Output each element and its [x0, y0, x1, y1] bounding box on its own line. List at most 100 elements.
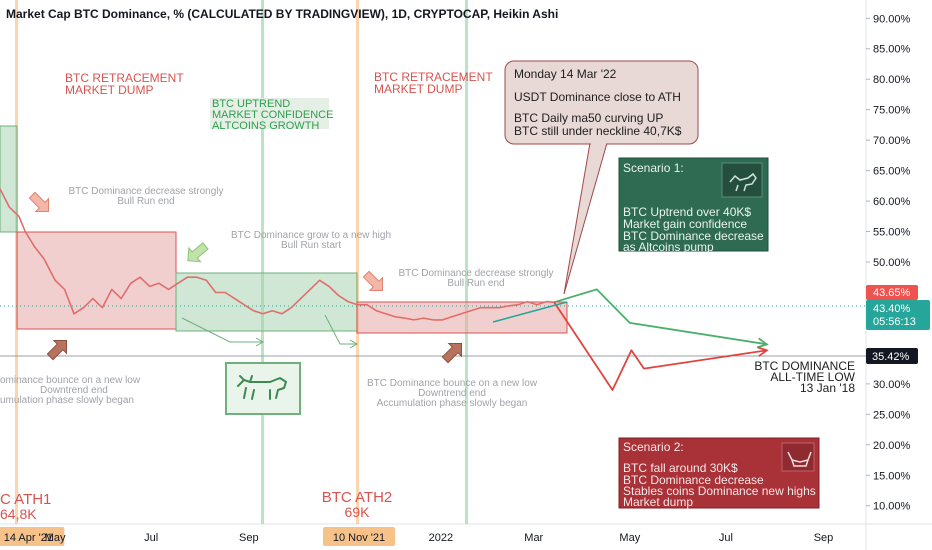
uptrend-line-1: BTC UPTREND [212, 98, 290, 110]
scenario-1-line-3: BTC Dominance decrease [623, 229, 764, 243]
scenario-2-line-4: Market dump [623, 495, 693, 509]
current-price-tag [866, 285, 918, 300]
scenario-2-path [553, 301, 767, 391]
scenario-2-path-arrowhead [757, 346, 769, 357]
chart-title: Market Cap BTC Dominance, % (CALCULATED … [6, 7, 558, 21]
x-tick-label: May [45, 532, 66, 544]
vline-bounce2 [465, 0, 468, 524]
current-price-tag-text: 43.65% [873, 287, 911, 299]
arrow-down-right-1 [28, 191, 49, 212]
note-bounce-2-line-3: Accumulation phase slowly began [377, 398, 528, 409]
x-tick-highlight [0, 527, 65, 546]
x-tick-label: 10 Nov '21 [333, 532, 385, 544]
y-tick-label: 90.00% [873, 13, 911, 25]
zone-red-1 [16, 231, 177, 330]
scenario-1-box: Scenario 1: BTC Uptrend over 40K$ Market… [618, 157, 769, 254]
y-tick-label: 20.00% [873, 440, 911, 452]
ath-1-line-1: C ATH1 [0, 491, 51, 508]
scenario-2-line-2: BTC Dominance decrease [623, 473, 764, 487]
scenario-1-path [553, 288, 767, 346]
uptrend-support-line [492, 301, 568, 323]
uptrend-line-3: ALTCOINS GROWTH [212, 120, 319, 132]
x-tick-label: Mar [524, 532, 543, 544]
arrow-up-right-bounce-2 [441, 343, 462, 364]
ath-2-line-2: 69K [345, 504, 371, 520]
y-tick-label: 55.00% [873, 227, 911, 239]
zone-green-left [0, 125, 18, 233]
retracement-1-line-1: BTC RETRACEMENT [65, 71, 184, 85]
price-axis[interactable]: 90.00% 85.00% 80.00% 75.00% 70.00% 65.00% 60.0… [866, 13, 911, 513]
y-tick-label: 65.00% [873, 166, 911, 178]
zone-red-2 [356, 301, 568, 334]
bull-icon [237, 375, 287, 400]
y-tick-label: 60.00% [873, 196, 911, 208]
retracement-2-line-1: BTC RETRACEMENT [374, 70, 493, 84]
note-grow-line-2: Bull Run start [281, 240, 341, 251]
y-tick-label: 25.00% [873, 409, 911, 421]
note-bounce-2-line-1: BTC Dominance bounce on a new low [367, 378, 538, 389]
scenario-2-heading: Scenario 2: [623, 440, 684, 454]
note-bounce-1-line-2: Downtrend end [40, 385, 108, 396]
scenario-1-path-arrowhead [757, 337, 769, 349]
callout-line-3: BTC Daily ma50 curving UP [514, 111, 663, 125]
scenario-2-line-3: Stables coins Dominance new highs [623, 484, 816, 498]
x-tick-label: 2022 [429, 532, 453, 544]
y-tick-label: 85.00% [873, 44, 911, 56]
current-value-tag-text: 43.40% [873, 303, 911, 315]
callout-line-1: Monday 14 Mar '22 [514, 67, 617, 81]
scenario-2-box: Scenario 2: BTC fall around 30K$ BTC Dom… [618, 437, 820, 509]
note-decrease-1-line-2: Bull Run end [117, 196, 174, 207]
x-tick-label: 14 Apr '21 [4, 532, 53, 544]
arrow-down-left-grow [187, 242, 209, 263]
bull-icon-box [225, 362, 301, 415]
note-bounce-1-line-3: umulation phase slowly began [0, 395, 134, 406]
all-time-low-line-2: ALL-TIME LOW [770, 370, 855, 384]
current-value-tag [866, 300, 930, 330]
ath-1-line-2: 64,8K [0, 506, 37, 522]
y-tick-label: 10.00% [873, 501, 911, 513]
guide-arrows [28, 191, 568, 364]
vline-ath2 [356, 0, 359, 524]
ath-2-line-1: BTC ATH2 [322, 489, 393, 506]
y-tick-label: 70.00% [873, 135, 911, 147]
x-tick-label: Sep [814, 532, 834, 544]
scenario-1-line-1: BTC Uptrend over 40K$ [623, 205, 751, 219]
rotation-arrow-2-head [349, 339, 359, 349]
note-bounce-2-line-2: Downtrend end [418, 388, 486, 399]
retracement-2-line-2: MARKET DUMP [374, 82, 462, 96]
x-tick-label: May [619, 532, 640, 544]
annotation-texts: BTC RETRACEMENT MARKET DUMP BTC UPTREND … [0, 70, 856, 522]
bull-icon-small-glyph [729, 172, 757, 192]
y-tick-label: 50.00% [873, 257, 911, 269]
scenario-2-line-1: BTC fall around 30K$ [623, 461, 738, 475]
series-layer [0, 188, 769, 391]
dominance-series-line [0, 188, 555, 321]
uptrend-line-2: MARKET CONFIDENCE [212, 109, 333, 121]
ath-low-tag-text: 35.42% [872, 351, 910, 363]
note-bounce-1-line-1: ominance bounce on a new low [0, 375, 141, 386]
rotation-arrow-1 [181, 317, 262, 343]
rotation-arrow-2 [324, 314, 356, 345]
ath-low-tag [866, 348, 918, 364]
price-scale-background [866, 0, 932, 550]
all-time-low-line-3: 13 Jan '18 [800, 381, 855, 395]
rotation-arrow-1-head [255, 337, 265, 347]
arrow-down-right-2 [362, 270, 383, 291]
note-decrease-2-line-1: BTC Dominance decrease strongly [398, 268, 553, 279]
scenario-1-heading: Scenario 1: [623, 161, 684, 175]
countdown-tag-text: 05:56:13 [873, 316, 916, 328]
y-tick-label: 30.00% [873, 379, 911, 391]
x-tick-label: Jul [144, 532, 158, 544]
callout-line-2: USDT Dominance close to ATH [514, 90, 681, 104]
zone-boxes [0, 125, 568, 334]
x-tick-label: Jul [719, 532, 733, 544]
zone-green-1 [175, 272, 358, 332]
callout-bubble: Monday 14 Mar '22 USDT Dominance close t… [504, 60, 699, 295]
arrow-up-right-bounce-1 [46, 340, 67, 361]
note-grow-line-1: BTC Dominance grow to a new high [231, 230, 391, 241]
scenario-1-line-4: as Altcoins pump [623, 240, 714, 254]
retracement-1-line-2: MARKET DUMP [65, 83, 153, 97]
